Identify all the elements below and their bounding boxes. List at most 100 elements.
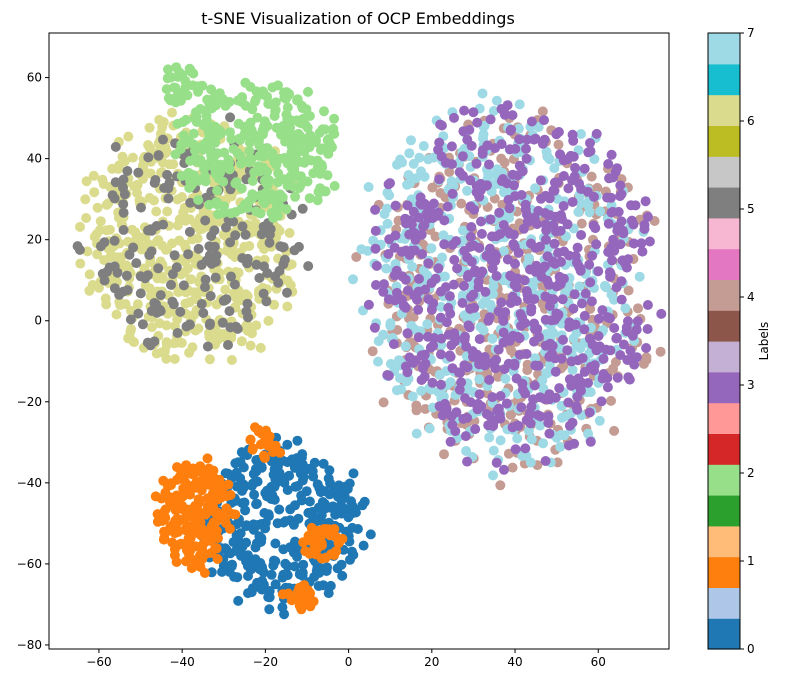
scatter-point-label-2 [170, 82, 181, 93]
scatter-point-label-3 [404, 215, 415, 226]
scatter-point-label-3 [603, 159, 614, 169]
scatter-point-label-0 [221, 545, 232, 556]
scatter-point-label-3 [615, 180, 626, 191]
y-tick-label: 60 [27, 71, 42, 85]
colorbar-segment [708, 464, 740, 496]
scatter-point-label-6 [89, 187, 100, 198]
scatter-point-label-3 [491, 457, 502, 468]
scatter-point-label-3 [462, 456, 473, 467]
scatter-point-label-5 [198, 308, 209, 318]
scatter-point-label-1 [312, 543, 323, 554]
scatter-point-label-0 [260, 488, 271, 498]
scatter-point-label-3 [420, 358, 431, 369]
scatter-point-label-7 [477, 88, 488, 99]
scatter-point-label-6 [172, 337, 182, 348]
scatter-point-label-6 [220, 284, 231, 295]
colorbar-tick-label: 3 [747, 378, 755, 392]
scatter-point-label-5 [218, 295, 229, 306]
scatter-point-label-5 [178, 280, 189, 291]
x-tick-label: 0 [345, 655, 353, 669]
scatter-point-label-6 [149, 195, 159, 206]
scatter-point-label-3 [611, 333, 622, 344]
scatter-point-label-3 [593, 313, 604, 324]
scatter-point-label-3 [628, 238, 639, 249]
scatter-point-label-2 [205, 140, 216, 151]
scatter-point-label-7 [422, 270, 433, 281]
scatter-point-label-3 [580, 288, 591, 299]
scatter-point-label-3 [370, 225, 381, 236]
scatter-point-label-6 [125, 326, 136, 337]
scatter-point-label-4 [522, 359, 533, 370]
scatter-point-label-1 [220, 513, 231, 524]
scatter-point-label-6 [187, 234, 198, 245]
scatter-point-label-0 [231, 546, 242, 557]
scatter-point-label-6 [282, 301, 293, 312]
scatter-point-label-5 [166, 279, 176, 290]
scatter-point-label-3 [554, 383, 565, 394]
scatter-point-label-3 [552, 177, 563, 188]
colorbar-segment [708, 125, 740, 157]
scatter-point-label-0 [304, 496, 315, 507]
scatter-point-label-0 [279, 609, 290, 620]
scatter-point-label-5 [202, 341, 213, 352]
scatter-point-label-2 [319, 106, 329, 117]
x-tick-label: −20 [253, 655, 278, 669]
scatter-point-label-3 [557, 294, 568, 305]
scatter-point-label-1 [258, 450, 269, 461]
scatter-point-label-5 [217, 317, 228, 328]
scatter-point-label-6 [132, 180, 143, 191]
scatter-point-label-2 [270, 97, 281, 108]
scatter-point-label-0 [325, 580, 336, 591]
scatter-point-label-3 [491, 354, 502, 365]
scatter-point-label-3 [535, 241, 545, 252]
scatter-point-label-2 [165, 95, 176, 106]
scatter-point-label-3 [458, 126, 469, 137]
scatter-point-label-3 [369, 322, 380, 333]
scatter-point-label-2 [244, 157, 255, 168]
scatter-point-label-7 [407, 261, 418, 272]
colorbar-segment [708, 433, 740, 465]
scatter-point-label-3 [540, 219, 551, 230]
scatter-point-label-1 [174, 539, 185, 550]
scatter-point-label-3 [516, 402, 527, 413]
scatter-point-label-3 [493, 344, 504, 355]
scatter-point-label-0 [318, 458, 329, 469]
scatter-point-label-3 [466, 222, 477, 232]
scatter-point-label-6 [134, 232, 145, 243]
scatter-point-label-2 [240, 199, 250, 210]
scatter-point-label-3 [609, 323, 620, 333]
scatter-point-label-3 [473, 398, 484, 409]
scatter-point-label-1 [255, 439, 266, 450]
scatter-point-label-3 [479, 352, 490, 362]
scatter-point-label-7 [457, 290, 468, 301]
scatter-point-label-5 [259, 261, 269, 272]
scatter-point-label-3 [612, 372, 623, 383]
scatter-point-label-6 [204, 327, 214, 338]
scatter-point-label-2 [308, 168, 319, 179]
scatter-point-label-0 [312, 479, 323, 490]
scatter-point-label-2 [273, 202, 284, 213]
scatter-point-label-0 [313, 581, 324, 591]
scatter-point-label-5 [109, 283, 120, 294]
scatter-point-label-6 [284, 228, 295, 238]
scatter-point-label-5 [241, 306, 252, 317]
scatter-point-label-5 [118, 174, 129, 185]
scatter-point-label-3 [436, 120, 447, 131]
scatter-point-label-0 [296, 495, 307, 506]
scatter-point-label-2 [288, 181, 299, 192]
scatter-point-label-0 [269, 464, 280, 475]
scatter-point-label-3 [567, 175, 578, 186]
scatter-point-label-3 [618, 339, 629, 350]
scatter-point-label-5 [185, 197, 196, 208]
scatter-point-label-4 [411, 400, 422, 411]
scatter-point-label-3 [521, 153, 532, 164]
y-tick-label: 20 [27, 233, 42, 247]
scatter-point-label-2 [262, 180, 273, 191]
scatter-point-label-3 [400, 274, 411, 285]
scatter-point-label-5 [151, 307, 162, 318]
scatter-point-label-2 [250, 96, 260, 107]
scatter-point-label-2 [240, 100, 251, 111]
scatter-point-label-5 [118, 207, 129, 218]
scatter-point-label-0 [282, 485, 293, 495]
scatter-point-label-0 [217, 566, 227, 577]
